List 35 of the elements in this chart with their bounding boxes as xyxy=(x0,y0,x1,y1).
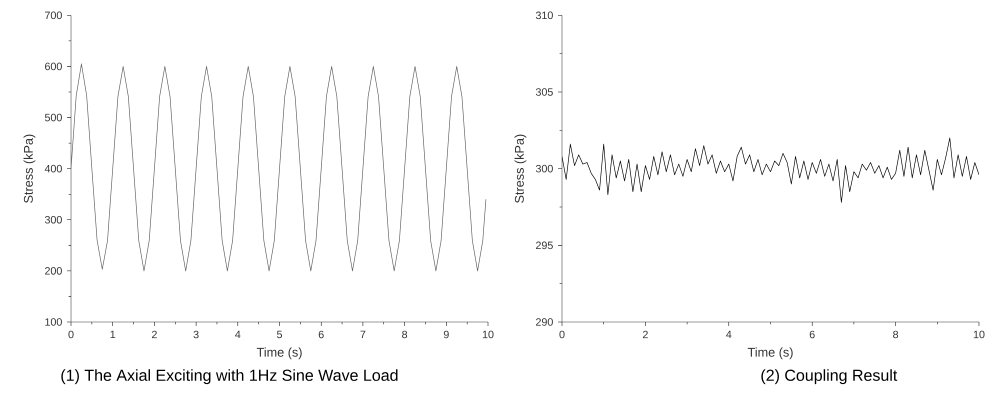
y-axis-title: Stress (kPa) xyxy=(514,134,526,203)
y-tick-label: 305 xyxy=(536,88,553,96)
x-tick-label: 10 xyxy=(482,330,494,338)
y-tick-label: 100 xyxy=(45,318,62,326)
y-tick-label: 310 xyxy=(536,12,553,20)
x-tick-label: 3 xyxy=(194,330,199,338)
x-tick-label: 7 xyxy=(360,330,366,338)
text: (1) The Axial Exciting with 1Hz Sine Wave Load xyxy=(61,369,398,384)
x-tick-label: 10 xyxy=(974,330,985,338)
x-tick-label: 0 xyxy=(68,330,74,338)
x-tick-label: 0 xyxy=(559,330,565,338)
y-tick-label: 400 xyxy=(44,164,62,172)
x-tick-label: 1 xyxy=(110,330,116,338)
y-tick-label: 295 xyxy=(536,242,553,250)
y-axis-title: Stress (kPa) xyxy=(24,134,36,203)
x-tick-label: 2 xyxy=(642,330,648,338)
x-tick-label: 6 xyxy=(810,330,815,338)
y-tick-label: 500 xyxy=(44,114,62,122)
y-tick-label: 600 xyxy=(45,62,62,70)
y-tick-label: 290 xyxy=(536,318,553,326)
x-tick-label: 6 xyxy=(318,330,324,338)
x-tick-label: 8 xyxy=(402,330,408,338)
text: (2) Coupling Result xyxy=(761,369,898,384)
x-tick-label: 4 xyxy=(235,330,240,338)
x-tick-label: 4 xyxy=(726,330,732,338)
x-tick-label: 8 xyxy=(893,330,898,338)
y-tick-label: 700 xyxy=(45,12,62,20)
x-axis-title: Time (s) xyxy=(256,347,302,360)
x-tick-label: 5 xyxy=(276,330,282,338)
x-tick-label: 2 xyxy=(152,330,157,338)
x-tick-label: 9 xyxy=(444,330,449,338)
y-tick-label: 300 xyxy=(44,216,62,224)
y-tick-label: 200 xyxy=(45,267,62,275)
y-tick-label: 300 xyxy=(536,164,553,172)
x-axis-title: Time (s) xyxy=(748,347,793,360)
